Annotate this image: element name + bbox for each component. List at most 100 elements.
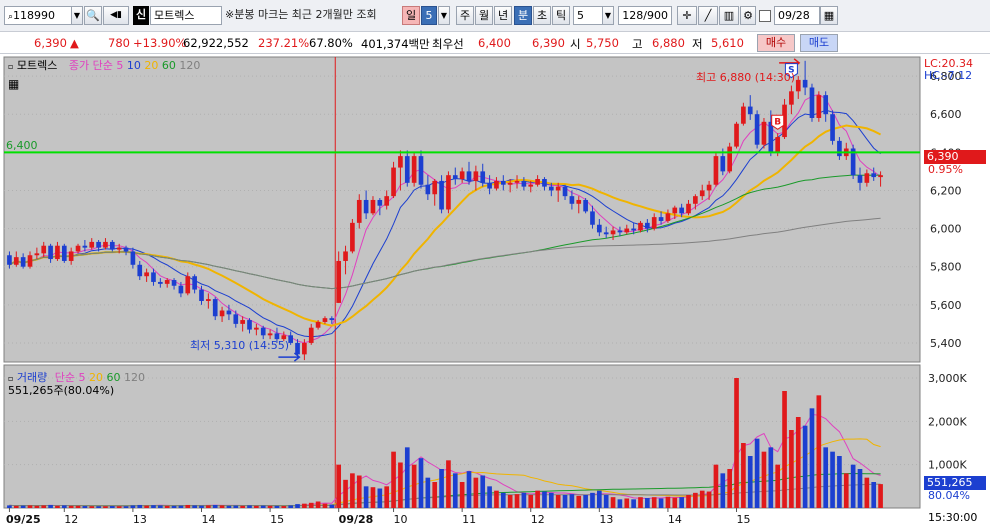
tab-month[interactable]: 월 [475,6,493,25]
volume-bar [329,504,335,508]
volume-bar [34,505,40,508]
volume-bar [802,425,808,508]
code-dropdown-button[interactable]: ▼ [71,6,83,25]
indicator-button[interactable]: ▥ [719,6,739,25]
candle [500,180,506,185]
volume-bar [706,491,712,508]
tab-tick[interactable]: 틱 [552,6,570,25]
volume-bar [192,505,197,508]
speaker-button[interactable]: ◀▮ [103,6,129,25]
volume-bar [109,506,115,508]
volume-bar [75,505,81,508]
volume-bar [185,504,191,508]
candle [27,255,33,267]
gear-icon: ⚙ [743,9,753,22]
volume-bar [281,506,287,508]
volume-bar [130,505,136,508]
candle [741,106,746,124]
candle [631,228,636,231]
volume-bar [308,502,314,508]
candle [576,199,582,204]
candle [446,175,451,210]
candle [610,230,616,235]
count-field[interactable]: 128/900 [618,6,672,25]
candle [336,260,342,303]
candle [871,173,877,178]
volume-bar [795,417,801,508]
candle [267,333,273,336]
sell-button[interactable]: 매도 [800,34,838,52]
volume-bar [597,490,602,508]
candle [734,123,739,147]
interval-dropdown[interactable]: ▼ [602,6,614,25]
volume-bar [500,492,506,508]
volume-bar [850,464,856,508]
volume-bar [830,451,835,508]
candle [247,320,252,330]
volume-bar [240,505,245,508]
settings-button[interactable]: ⚙ [740,6,756,25]
volume-tick-label: 1,000K [928,459,967,472]
candle [391,167,396,197]
candle [137,264,143,277]
candle [75,245,81,252]
candle [20,257,26,267]
quote-bar: 6,390 ▲ 780 +13.90% 62,922,552 237.21% 6… [0,32,990,54]
signal-marker-label: B [774,117,781,127]
price-volume-chart[interactable]: S B 6,800 6,600 6,400 6,200 6,000 5,800 5,600 5,… [0,54,990,528]
candle [130,251,136,265]
volume-bar [576,495,582,508]
volume-bar [631,499,636,508]
candle [699,190,705,197]
volume-bar [521,492,527,508]
tab-5day[interactable]: 5 [421,6,437,25]
volume-bar [356,475,362,508]
tab-year[interactable]: 년 [494,6,512,25]
tab-dropdown[interactable]: ▼ [438,6,450,25]
buy-button[interactable]: 매수 [757,34,795,52]
candle [473,171,479,181]
volume-bar [391,451,396,508]
candle [597,224,602,233]
x-tick-label: 13 [133,513,147,526]
volume-bar [837,456,842,508]
crosshair-button[interactable]: ✛ [677,6,697,25]
tab-minute[interactable]: 분 [514,6,532,25]
volume-bar [48,504,53,508]
candle [459,171,465,179]
volume-bar [658,498,664,508]
candle [55,245,60,260]
volume-bar [809,408,815,508]
low-arrow-icon [278,352,301,362]
hc-value: HC:-7.12 [924,69,973,82]
candle [109,241,115,250]
candle [507,182,513,185]
draw-tool-button[interactable]: ╱ [698,6,718,25]
volume-bar [459,482,465,508]
volume-bar [432,482,438,508]
trend-line-icon: ╱ [704,9,712,22]
x-tick-label: 14 [201,513,215,526]
stock-code-input[interactable]: ⌕118990 [4,6,72,25]
price-panel[interactable] [3,56,921,363]
ma5-line [9,93,881,344]
volume-bar [741,443,746,508]
date-input[interactable]: 09/28 [774,6,820,25]
tab-second[interactable]: 초 [533,6,551,25]
volume-bar [590,492,595,508]
current-price-tag: 6,390 [924,150,986,164]
search-button[interactable]: 🔍 [84,6,102,25]
interval-input[interactable]: 5 [573,6,603,25]
candle [878,175,883,178]
date-checkbox[interactable] [759,10,771,22]
tab-day[interactable]: 일 [402,6,420,25]
tab-week[interactable]: 주 [456,6,474,25]
volume-bar [562,495,568,508]
price-change-pct: +13.90% [133,36,187,50]
volume-bar [548,492,554,508]
stock-name[interactable]: 모트렉스 [150,6,222,25]
candle [295,342,300,355]
calendar-button[interactable]: ▦ [820,6,838,25]
price-panel-menu-icon[interactable]: ▦ [8,77,20,91]
candle [178,285,184,294]
